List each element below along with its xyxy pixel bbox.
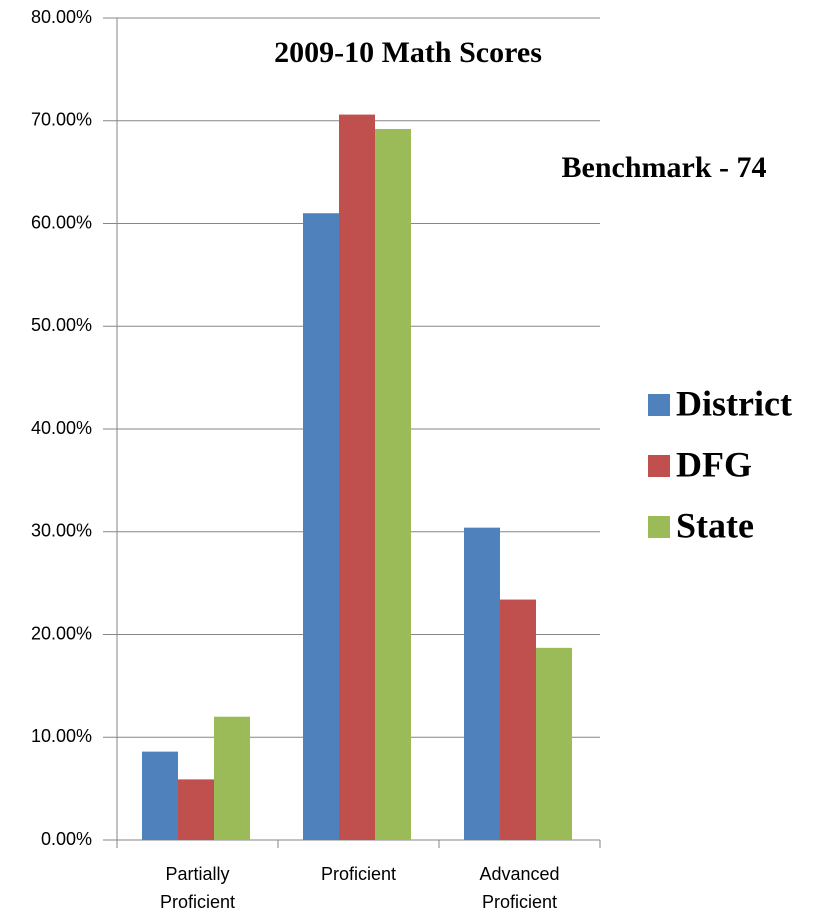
legend-swatch [648, 394, 670, 416]
y-tick-label: 70.00% [31, 110, 92, 130]
bar [214, 716, 250, 840]
bar [339, 114, 375, 840]
legend-label: District [676, 383, 792, 423]
x-tick-label: Advanced Proficient [479, 864, 560, 912]
y-tick-label: 30.00% [31, 521, 92, 541]
x-tick-label: Proficient [320, 864, 397, 884]
bar [375, 128, 411, 841]
bar [303, 213, 339, 841]
bar [142, 751, 178, 840]
y-tick-label: 40.00% [31, 418, 92, 438]
y-tick-label: 50.00% [31, 315, 92, 335]
bar [500, 599, 536, 840]
bar [178, 779, 214, 840]
legend-swatch [648, 516, 670, 538]
bar [464, 527, 500, 840]
annotation: Benchmark - 74 [562, 151, 767, 184]
bar [536, 647, 572, 840]
legend-label: State [676, 505, 754, 545]
y-tick-label: 60.00% [31, 212, 92, 232]
legend-swatch [648, 455, 670, 477]
x-tick-label: Partially Proficient [159, 864, 236, 912]
y-tick-label: 20.00% [31, 623, 92, 643]
y-tick-label: 80.00% [31, 7, 92, 27]
y-tick-label: 0.00% [41, 829, 92, 849]
chart-title: 2009-10 Math Scores [274, 36, 542, 69]
legend-label: DFG [676, 444, 752, 484]
y-tick-label: 10.00% [31, 726, 92, 746]
